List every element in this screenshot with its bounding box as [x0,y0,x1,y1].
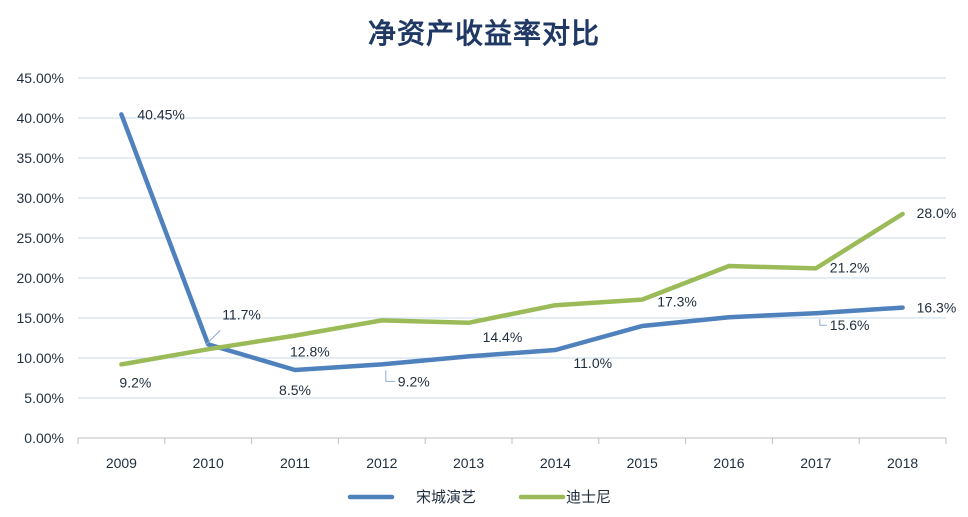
x-tick-label: 2015 [627,455,658,471]
x-tick-label: 2010 [193,455,224,471]
y-tick-label: 40.00% [17,110,64,126]
data-label: 9.2% [398,373,430,389]
axis-layer: 0.00% 5.00% 10.00% 15.00% 20.00% 25.00% 30.00%… [17,70,947,471]
data-label: 40.45% [137,106,184,122]
chart-title: 净资产收益率对比 [367,17,600,50]
data-label: 8.5% [279,382,311,398]
y-tick-label: 35.00% [17,150,64,166]
y-tick-label: 10.00% [17,350,64,366]
series-layer [119,112,905,373]
legend: 宋城演艺 迪士尼 [347,489,611,506]
legend-label: 宋城演艺 [416,489,476,506]
leader-line [385,370,395,382]
x-tick-label: 2014 [540,455,571,471]
y-tick-label: 20.00% [17,270,64,286]
x-tick-label: 2011 [280,455,310,471]
y-tick-label: 15.00% [17,310,64,326]
y-tick-label: 0.00% [24,430,64,446]
leader-line [205,330,221,345]
series-line-1 [119,112,905,373]
y-tick-label: 5.00% [24,390,64,406]
y-tick-label: 25.00% [17,230,64,246]
data-label-layer: 40.45% 11.7% 8.5% 9.2% 11.0% 15.6% 16.3% 9.2% 12… [119,106,956,398]
data-label: 12.8% [290,344,330,360]
data-label: 17.3% [657,294,697,310]
data-label: 15.6% [830,317,870,333]
data-label: 9.2% [119,374,151,390]
leader-line [819,319,827,326]
x-tick-label: 2016 [713,455,744,471]
x-tick-label: 2018 [887,455,918,471]
x-tick-label: 2009 [106,455,137,471]
x-tick-label: 2012 [366,455,397,471]
data-label: 16.3% [917,300,957,316]
data-label: 11.7% [222,306,261,322]
legend-label: 迪士尼 [566,489,611,506]
y-tick-label: 45.00% [17,70,64,86]
x-tick-label: 2017 [800,455,831,471]
x-tick-label: 2013 [453,455,484,471]
y-tick-label: 30.00% [17,190,64,206]
data-label: 21.2% [830,259,870,275]
series-line-2 [119,211,905,367]
grid-layer [78,77,946,439]
data-label: 14.4% [483,329,523,345]
data-label: 28.0% [917,205,957,221]
data-label: 11.0% [573,355,612,371]
